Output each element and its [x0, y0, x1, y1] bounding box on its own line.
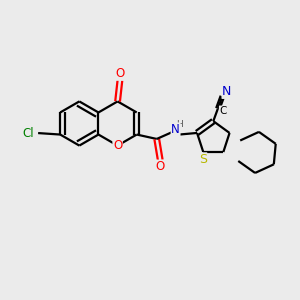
Text: O: O: [156, 160, 165, 173]
Text: O: O: [115, 67, 124, 80]
Text: N: N: [222, 85, 232, 98]
Text: C: C: [219, 106, 227, 116]
Text: O: O: [113, 139, 122, 152]
Text: S: S: [199, 153, 207, 166]
Text: N: N: [171, 123, 180, 136]
Text: Cl: Cl: [22, 127, 34, 140]
Text: H: H: [176, 120, 183, 129]
